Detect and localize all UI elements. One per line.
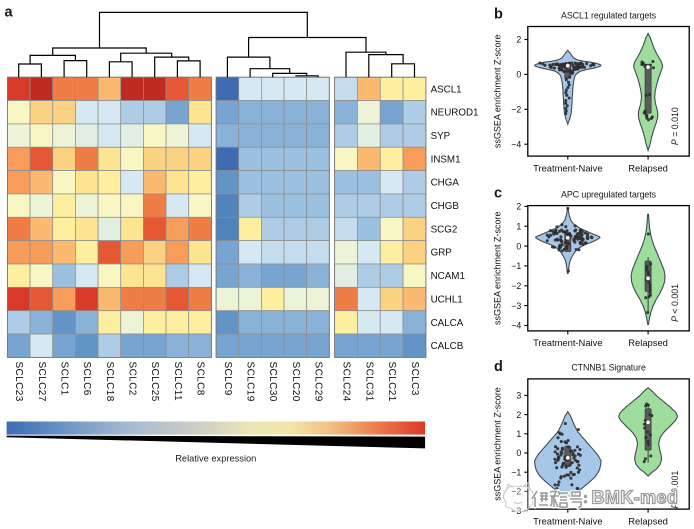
svg-text:0: 0 (516, 241, 521, 251)
svg-text:APC upregulated targets: APC upregulated targets (561, 189, 657, 199)
svg-text:SCLC1: SCLC1 (59, 362, 70, 396)
svg-text:NEUROD1: NEUROD1 (431, 108, 479, 119)
svg-text:UCHL1: UCHL1 (431, 294, 463, 305)
svg-text:SCLC3: SCLC3 (409, 362, 420, 396)
svg-text:SCLC25: SCLC25 (149, 362, 160, 402)
svg-text:−2: −2 (511, 487, 521, 497)
svg-text:ssGSEA enrichment Z-score: ssGSEA enrichment Z-score (492, 211, 502, 325)
svg-text:Treatment-Naive: Treatment-Naive (533, 162, 602, 173)
svg-text:Relapsed: Relapsed (628, 162, 668, 173)
svg-text:INSM1: INSM1 (431, 154, 461, 165)
svg-text:ssGSEA enrichment Z-score: ssGSEA enrichment Z-score (492, 35, 502, 149)
svg-text:CALCB: CALCB (431, 341, 464, 352)
svg-text:−3: −3 (511, 301, 521, 311)
svg-text:3: 3 (516, 391, 521, 401)
svg-text:−4: −4 (511, 321, 521, 331)
svg-text:−1: −1 (511, 261, 521, 271)
svg-text:Treatment-Naive: Treatment-Naive (533, 337, 602, 348)
svg-text:P < 0.001: P < 0.001 (670, 284, 680, 322)
svg-text:BMK-med: BMK-med (592, 488, 679, 508)
svg-text:CTNNB1 Signature: CTNNB1 Signature (571, 363, 646, 373)
svg-text:2: 2 (516, 410, 521, 420)
svg-text:NCAM1: NCAM1 (431, 271, 465, 282)
svg-text:SCLC19: SCLC19 (245, 362, 256, 402)
svg-text:−2: −2 (511, 281, 521, 291)
svg-text:0: 0 (516, 448, 521, 458)
svg-text:CALCA: CALCA (431, 318, 464, 329)
svg-text:SCLC27: SCLC27 (36, 362, 47, 402)
svg-text:GRP: GRP (431, 248, 453, 259)
svg-text:2: 2 (516, 202, 521, 212)
svg-text:b: b (494, 7, 503, 23)
svg-text:SCLC20: SCLC20 (290, 362, 301, 402)
svg-text:SCLC9: SCLC9 (222, 362, 233, 396)
svg-text:−4: −4 (511, 139, 521, 149)
svg-text:BMK-med: BMK-med (592, 488, 679, 508)
svg-text:Relative expression: Relative expression (175, 454, 256, 464)
svg-text:Relapsed: Relapsed (628, 337, 668, 348)
svg-text:0: 0 (516, 70, 521, 80)
svg-text:SCLC2: SCLC2 (127, 362, 138, 396)
svg-text:−2: −2 (511, 105, 521, 115)
svg-text:SCG2: SCG2 (431, 224, 458, 235)
svg-text:CHGA: CHGA (431, 178, 460, 189)
svg-text:SCLC23: SCLC23 (13, 362, 24, 402)
svg-text:ASCL1 regulated targets: ASCL1 regulated targets (561, 10, 657, 20)
svg-text:SCLC8: SCLC8 (195, 362, 206, 396)
svg-text:2: 2 (516, 35, 521, 45)
svg-text:SCLC21: SCLC21 (386, 362, 397, 402)
svg-text:CHGB: CHGB (431, 201, 460, 212)
svg-text:SYP: SYP (431, 131, 451, 142)
svg-text:a: a (5, 5, 14, 21)
svg-text:c: c (494, 186, 502, 202)
svg-text:ssGSEA enrichment Z-score: ssGSEA enrichment Z-score (492, 387, 502, 501)
svg-text:d: d (494, 359, 503, 375)
svg-text:1: 1 (516, 221, 521, 231)
svg-text:SCLC6: SCLC6 (81, 362, 92, 396)
svg-text:SCLC11: SCLC11 (172, 362, 183, 401)
svg-text:Treatment-Naive: Treatment-Naive (533, 515, 602, 526)
svg-text:SCLC30: SCLC30 (267, 362, 278, 402)
svg-text:P < 0.001: P < 0.001 (670, 471, 680, 509)
svg-text:SCLC29: SCLC29 (313, 362, 324, 402)
svg-text:SCLC24: SCLC24 (341, 362, 352, 402)
svg-text:P = 0.010: P = 0.010 (670, 107, 680, 145)
svg-text:1: 1 (516, 429, 521, 439)
svg-text:ASCL1: ASCL1 (431, 84, 462, 95)
svg-text:Relapsed: Relapsed (628, 515, 668, 526)
svg-text:−1: −1 (511, 467, 521, 477)
svg-text:SCLC18: SCLC18 (104, 362, 115, 402)
svg-text:SCLC31: SCLC31 (363, 362, 374, 402)
